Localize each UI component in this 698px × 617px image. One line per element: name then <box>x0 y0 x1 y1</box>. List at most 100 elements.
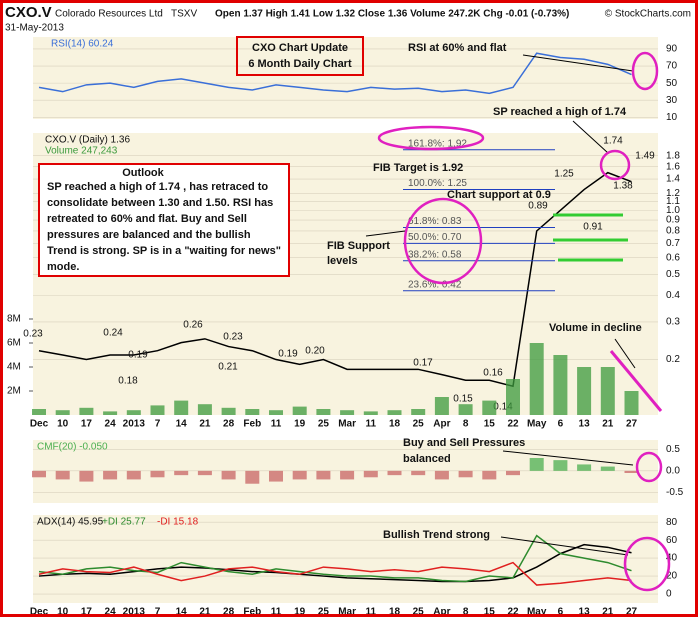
x-tick-label: 18 <box>389 607 401 614</box>
x-tick-label: 28 <box>223 419 235 430</box>
bar <box>316 470 331 480</box>
y-tick-label: -0.5 <box>666 487 684 498</box>
bar <box>506 470 520 476</box>
x-tick-label: 2013 <box>123 607 146 614</box>
y-tick-label: 6M <box>7 338 21 349</box>
outlook-line: Trend is strong. SP is in a "waiting for… <box>47 245 281 257</box>
y-tick-label: 50 <box>666 78 678 89</box>
y-tick-label: 1.2 <box>666 188 680 199</box>
bar <box>221 407 236 415</box>
x-tick-label: 19 <box>294 607 306 614</box>
fib-target: FIB Target is 1.92 <box>373 162 463 174</box>
x-tick-label: 25 <box>413 607 425 614</box>
x-tick-label: 8 <box>463 419 469 430</box>
fib-support: levels <box>327 255 358 267</box>
y-tick-label: 90 <box>666 44 678 55</box>
x-tick-label: 6 <box>558 419 564 430</box>
bar <box>197 404 212 415</box>
x-tick-label: Dec <box>30 419 49 430</box>
fib-label: 50.0%: 0.70 <box>408 232 462 243</box>
x-tick-label: 18 <box>389 419 401 430</box>
y-tick-label: 1.4 <box>666 174 680 185</box>
bar <box>197 470 212 476</box>
update-box <box>236 36 364 76</box>
bar <box>292 406 307 415</box>
bar <box>174 400 189 415</box>
x-tick-label: 2013 <box>123 419 146 430</box>
data-label: 0.23 <box>223 332 243 343</box>
y-tick-label: 0.8 <box>666 226 680 237</box>
adx-panel <box>33 515 658 603</box>
symbol: CXO.V <box>5 4 52 21</box>
data-label: 1.25 <box>554 169 574 180</box>
bar <box>529 343 544 415</box>
bar <box>55 410 70 415</box>
y-tick-label: 1.0 <box>666 205 680 216</box>
data-label: 1.74 <box>603 136 623 147</box>
bar <box>482 400 497 415</box>
arrow <box>500 536 629 556</box>
data-label: 0.91 <box>583 222 603 233</box>
outlook-line: mode. <box>47 261 79 273</box>
bar <box>269 470 283 482</box>
x-tick-label: 27 <box>626 419 638 430</box>
arrow <box>502 450 634 466</box>
bar <box>577 464 592 471</box>
data-label: 0.16 <box>483 368 503 379</box>
data-label: 0.14 <box>493 402 513 413</box>
data-label: 0.89 <box>528 201 548 212</box>
fib-support: FIB Support <box>327 240 390 252</box>
x-tick-label: 15 <box>484 419 496 430</box>
bar <box>553 460 568 471</box>
x-tick-label: 11 <box>271 607 282 614</box>
y-tick-label: 0.9 <box>666 215 680 226</box>
bar <box>387 470 402 476</box>
outlook-line: retreated to 60% and flat. Buy and Sell <box>47 213 247 225</box>
y-tick-label: 1.8 <box>666 150 680 161</box>
bar <box>126 410 141 415</box>
y-tick-label: 30 <box>666 95 678 106</box>
bar <box>434 470 449 480</box>
y-tick-label: 0.6 <box>666 252 680 263</box>
bar <box>411 470 426 476</box>
data-label: 0.17 <box>413 358 433 369</box>
y-tick-label: 0.7 <box>666 238 680 249</box>
x-tick-label: 28 <box>223 607 235 614</box>
data-label: 0.15 <box>453 394 473 405</box>
y-tick-label: 70 <box>666 61 678 72</box>
date: 31-May-2013 <box>5 23 64 34</box>
x-tick-label: Apr <box>433 419 450 430</box>
y-tick-label: 20 <box>666 571 678 582</box>
data-label: 0.24 <box>103 328 123 339</box>
x-tick-label: 21 <box>199 419 211 430</box>
bar <box>55 470 70 480</box>
x-tick-label: 11 <box>271 419 282 430</box>
x-tick-label: 25 <box>413 419 425 430</box>
y-tick-label: 8M <box>7 314 21 325</box>
bar <box>245 470 260 484</box>
bar <box>103 411 118 415</box>
exchange: TSXV <box>171 9 197 20</box>
y-tick-label: 10 <box>666 112 678 123</box>
data-label: 0.26 <box>183 320 203 331</box>
legend-entry: Volume 247,243 <box>45 146 118 157</box>
legend-entry: +DI 25.77 <box>102 517 146 528</box>
x-tick-label: 17 <box>81 607 93 614</box>
bar <box>292 470 307 480</box>
y-tick-label: 60 <box>666 535 678 546</box>
highlight <box>631 51 659 91</box>
y-tick-label: 1.6 <box>666 161 680 172</box>
highlight <box>377 125 485 151</box>
x-tick-label: 25 <box>318 419 330 430</box>
line <box>38 171 632 388</box>
bar <box>340 410 355 415</box>
bar <box>529 458 544 471</box>
arrow <box>614 338 636 369</box>
bar <box>316 409 331 415</box>
bar <box>126 470 141 480</box>
bar <box>174 470 189 476</box>
quote: Open 1.37 High 1.41 Low 1.32 Close 1.36 … <box>215 9 569 20</box>
x-tick-label: 15 <box>484 607 496 614</box>
outlook-title: Outlook <box>122 167 164 179</box>
